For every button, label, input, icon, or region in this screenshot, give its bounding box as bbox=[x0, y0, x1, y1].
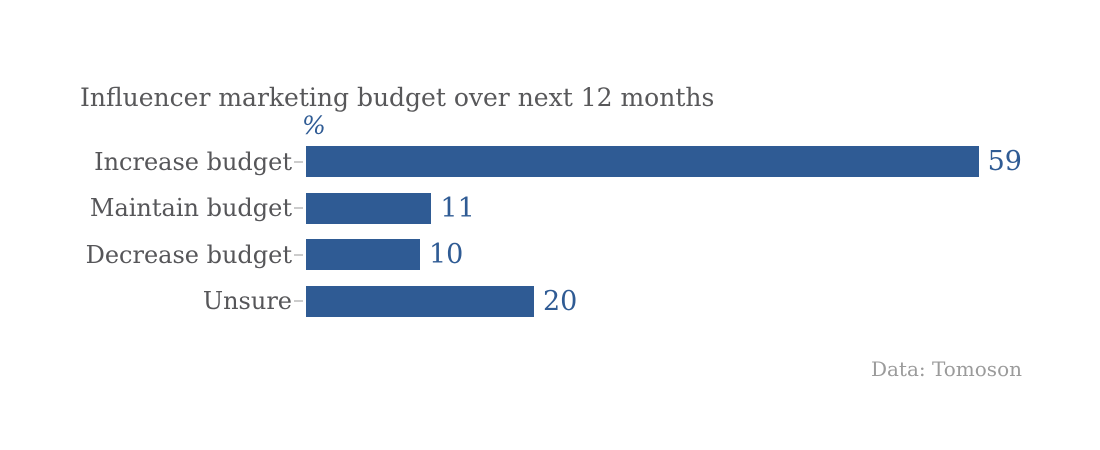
bar-row-increase-budget: Increase budget 59 bbox=[80, 146, 1090, 177]
category-label: Decrease budget bbox=[85, 240, 292, 269]
chart-title: Influencer marketing budget over next 12… bbox=[80, 83, 715, 112]
tick-mark bbox=[294, 300, 303, 302]
data-source-credit: Data: Tomoson bbox=[870, 357, 1022, 381]
percent-unit-label: % bbox=[302, 111, 326, 140]
bar-increase-budget bbox=[306, 146, 979, 177]
bar-chart: Increase budget 59 Maintain budget 11 De… bbox=[80, 146, 1090, 317]
value-label: 11 bbox=[440, 192, 475, 224]
bar-decrease-budget bbox=[306, 239, 420, 270]
bar-maintain-budget bbox=[306, 192, 432, 224]
value-label: 20 bbox=[543, 285, 578, 317]
bar-row-maintain-budget: Maintain budget 11 bbox=[80, 192, 1090, 224]
bar-row-unsure: Unsure 20 bbox=[80, 285, 1090, 317]
value-label: 10 bbox=[429, 239, 464, 270]
category-label: Unsure bbox=[202, 287, 292, 315]
tick-mark bbox=[294, 160, 303, 163]
value-label: 59 bbox=[987, 146, 1022, 177]
category-label: Maintain budget bbox=[89, 194, 292, 222]
bar-unsure bbox=[306, 285, 534, 317]
tick-mark bbox=[294, 253, 303, 256]
tick-mark bbox=[294, 207, 303, 209]
category-label: Increase budget bbox=[94, 147, 292, 176]
bar-row-decrease-budget: Decrease budget 10 bbox=[80, 239, 1090, 270]
